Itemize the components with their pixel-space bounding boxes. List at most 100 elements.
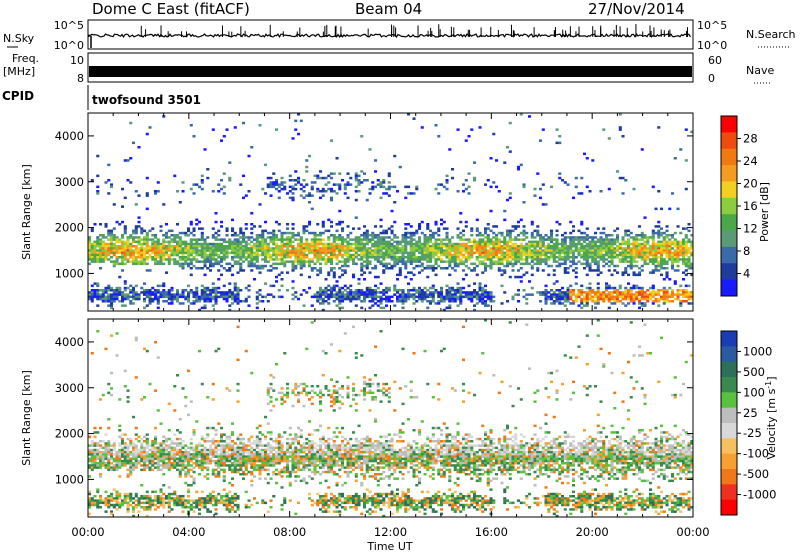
echo-cell [129,459,133,463]
echo-cell [137,459,141,463]
echo-cell [302,256,306,259]
echo-cell [536,269,540,272]
echo-cell [321,225,325,228]
echo-cell [195,267,199,270]
echo-cell [203,264,207,268]
echo-cell [145,457,149,461]
echo-cell [101,260,105,263]
echo-cell [668,258,672,261]
echo-cell [486,242,490,246]
echo-cell [541,251,545,255]
echo-cell [121,501,125,505]
echo-cell [492,225,496,228]
echo-cell [671,251,675,255]
echo-cell [112,238,116,241]
echo-cell [368,247,372,250]
echo-cell [484,295,488,299]
echo-cell [297,262,301,266]
echo-cell [376,242,380,246]
echo-cell [352,260,356,263]
echo-cell [327,297,331,301]
echo-cell [522,249,526,252]
echo-cell [115,293,119,296]
echo-cell [517,256,521,259]
echo-cell [610,240,614,244]
echo-cell [393,258,397,261]
echo-cell [115,503,119,507]
echo-cell [324,262,328,266]
echo-cell [104,444,108,447]
echo-cell [676,291,680,294]
echo-cell [431,269,435,272]
echo-cell [272,181,276,184]
echo-cell [473,308,477,312]
echo-cell [231,302,235,305]
echo-cell [563,260,567,263]
echo-cell [682,240,686,244]
echo-cell [187,291,191,294]
echo-cell [107,382,111,386]
echo-cell [657,251,661,255]
echo-cell [107,495,111,498]
echo-cell [632,247,636,250]
echo-cell [118,249,122,252]
echo-cell [437,302,441,305]
echo-cell [206,256,210,259]
echo-cell [225,291,229,294]
echo-cell [638,293,642,296]
echo-cell [431,286,435,290]
echo-cell [489,242,493,246]
echo-cell [228,267,232,270]
echo-cell [500,245,504,248]
echo-cell [470,269,474,272]
echo-cell [233,234,237,237]
echo-cell [585,273,589,277]
echo-cell [132,238,136,241]
echo-cell [275,262,279,266]
echo-cell [291,227,295,230]
echo-cell [511,295,515,299]
echo-cell [134,376,138,379]
echo-cell [459,245,463,248]
echo-cell [203,242,207,246]
echo-cell [365,198,369,202]
echo-cell [134,245,138,248]
echo-cell [536,231,540,235]
echo-cell [129,157,133,160]
echo-cell [621,271,625,274]
echo-cell [352,291,356,294]
echo-cell [390,249,394,252]
echo-cell [90,260,94,263]
echo-cell [187,293,191,296]
echo-cell [489,258,493,261]
echo-cell [283,245,287,248]
echo-cell [170,247,174,250]
echo-cell [228,308,232,312]
echo-cell [445,247,449,250]
echo-cell [605,289,609,292]
echo-cell [385,289,389,292]
echo-cell [486,293,490,296]
echo-cell [429,291,433,294]
echo-cell [418,247,422,250]
echo-cell [651,251,655,255]
echo-cell [343,289,347,292]
echo-cell [643,236,647,239]
echo-cell [640,289,644,292]
echo-cell [233,238,237,241]
echo-cell [90,284,94,288]
echo-cell [539,196,543,200]
echo-cell [387,251,391,255]
echo-cell [316,293,320,296]
echo-cell [401,262,405,266]
echo-cell [99,455,103,458]
echo-cell [178,238,182,241]
echo-cell [459,253,463,257]
echo-cell [148,495,152,498]
echo-cell [283,256,287,259]
echo-cell [266,236,270,239]
echo-cell [220,220,224,224]
echo-cell [464,179,468,182]
echo-cell [462,295,466,299]
echo-cell [88,490,92,494]
